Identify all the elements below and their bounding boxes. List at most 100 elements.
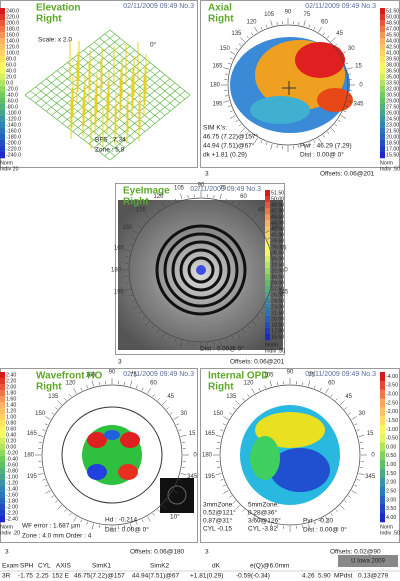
scale-label: 38.00 [271, 244, 284, 250]
scale-swatch [380, 8, 385, 15]
dial-tick [168, 201, 171, 204]
dial-tick [215, 434, 222, 437]
dial-tick [181, 467, 185, 469]
mesh-line [72, 58, 156, 124]
scale-swatch [0, 480, 5, 487]
eye-image [118, 200, 283, 350]
dial-label: 90 [287, 370, 294, 376]
scale-label: 23.00 [271, 304, 284, 310]
panel-note: 0° [150, 41, 157, 49]
dial-label: 165 [212, 64, 223, 70]
dial-label: 165 [114, 246, 125, 252]
scale-swatch [0, 134, 5, 141]
timestamp: 02/11/2009 09:49 No.3 [123, 371, 194, 378]
scale-label: 240.0 [6, 8, 19, 14]
scale-label: 0.50 [386, 453, 396, 459]
scale-label: -80.0 [6, 104, 18, 110]
dial-tick [73, 516, 77, 522]
scale-swatch [0, 8, 5, 15]
mesh-line [88, 78, 171, 144]
dial-ring [41, 384, 183, 526]
dial-tick [224, 73, 228, 75]
dial-tick [178, 479, 182, 481]
scale-swatch [380, 433, 385, 443]
dial-tick [126, 282, 130, 284]
dial-label: 345 [278, 290, 289, 296]
scale-label: 36.50 [386, 68, 399, 74]
dial-tick [340, 400, 345, 405]
scale-indiv: Indiv .50 [380, 166, 400, 172]
scale-swatch [265, 208, 270, 215]
panel-eye: Right [36, 382, 62, 393]
mesh-line [83, 50, 166, 116]
panel-note: 0.87@31° [203, 517, 232, 525]
dial-tick [152, 513, 155, 516]
scale-label: 47.00 [271, 208, 284, 214]
dial-tick [144, 321, 150, 327]
panel-note: Offsets: 0.06@201 [230, 359, 285, 366]
scale-label: 0.40 [6, 432, 16, 438]
dial-tick [303, 143, 306, 150]
dial-tick [44, 484, 48, 487]
dial-tick [157, 509, 160, 512]
dial-tick [330, 127, 336, 133]
dial-label: 0 [284, 268, 288, 274]
dial-label: 90 [109, 370, 116, 376]
dial-tick [168, 336, 171, 339]
scale-swatch [380, 513, 385, 523]
scale-label: 140.0 [6, 38, 19, 44]
dial-tick [303, 20, 306, 27]
scale-swatch [0, 498, 5, 505]
dial-tick [337, 48, 341, 51]
dial-label: 150 [122, 225, 133, 231]
scale-swatch [0, 110, 5, 117]
panel-title: Elevation [36, 3, 80, 14]
scale-swatch [265, 190, 270, 197]
dial-label: 45 [336, 31, 343, 37]
dial-tick [173, 416, 179, 420]
scale-swatch [265, 280, 270, 287]
dial-tick [86, 521, 88, 525]
dial-label: 105 [174, 185, 185, 191]
dial-tick [235, 119, 239, 122]
dial-tick [132, 300, 135, 303]
scale-swatch [265, 316, 270, 323]
scale-label: -0.50 [386, 436, 398, 442]
dial-tick [298, 145, 300, 149]
dial-tick [271, 249, 278, 252]
panel-eye: Right [36, 14, 62, 25]
dial-tick [345, 62, 349, 65]
scale-label: 41.00 [271, 232, 284, 238]
scale-label: -160.0 [6, 128, 21, 134]
dial-label: 45 [345, 394, 352, 400]
dial-tick [348, 95, 352, 97]
scale-swatch [0, 80, 5, 87]
panel-note: CYL -0.15 [203, 526, 232, 533]
scale-swatch [0, 390, 5, 397]
mesh-line [99, 37, 181, 104]
scale-swatch [265, 256, 270, 263]
scale-swatch [380, 477, 385, 488]
scale-swatch [0, 516, 5, 523]
scale-swatch [380, 389, 385, 399]
dial-tick [51, 495, 54, 498]
scale-swatch [380, 26, 385, 33]
scale-label: 40.0 [6, 68, 16, 74]
scale-label: -1.40 [6, 486, 18, 492]
dial-tick [240, 37, 246, 43]
panel-note: 3 [5, 549, 9, 556]
dial-tick [267, 300, 270, 303]
dial-tick [254, 26, 258, 33]
dial-tick [157, 207, 160, 211]
dial-label: 0 [371, 453, 375, 459]
dial-label: 195 [114, 290, 125, 296]
scale-swatch [380, 122, 385, 129]
mesh-line [104, 90, 186, 157]
scale-swatch [380, 44, 385, 51]
scale-label: 38.00 [386, 62, 399, 68]
scale-label: 30.50 [271, 274, 284, 280]
scale-swatch [380, 38, 385, 45]
timestamp: 02/11/2009 09:49 No.3 [190, 186, 261, 193]
dial-tick [69, 513, 72, 516]
